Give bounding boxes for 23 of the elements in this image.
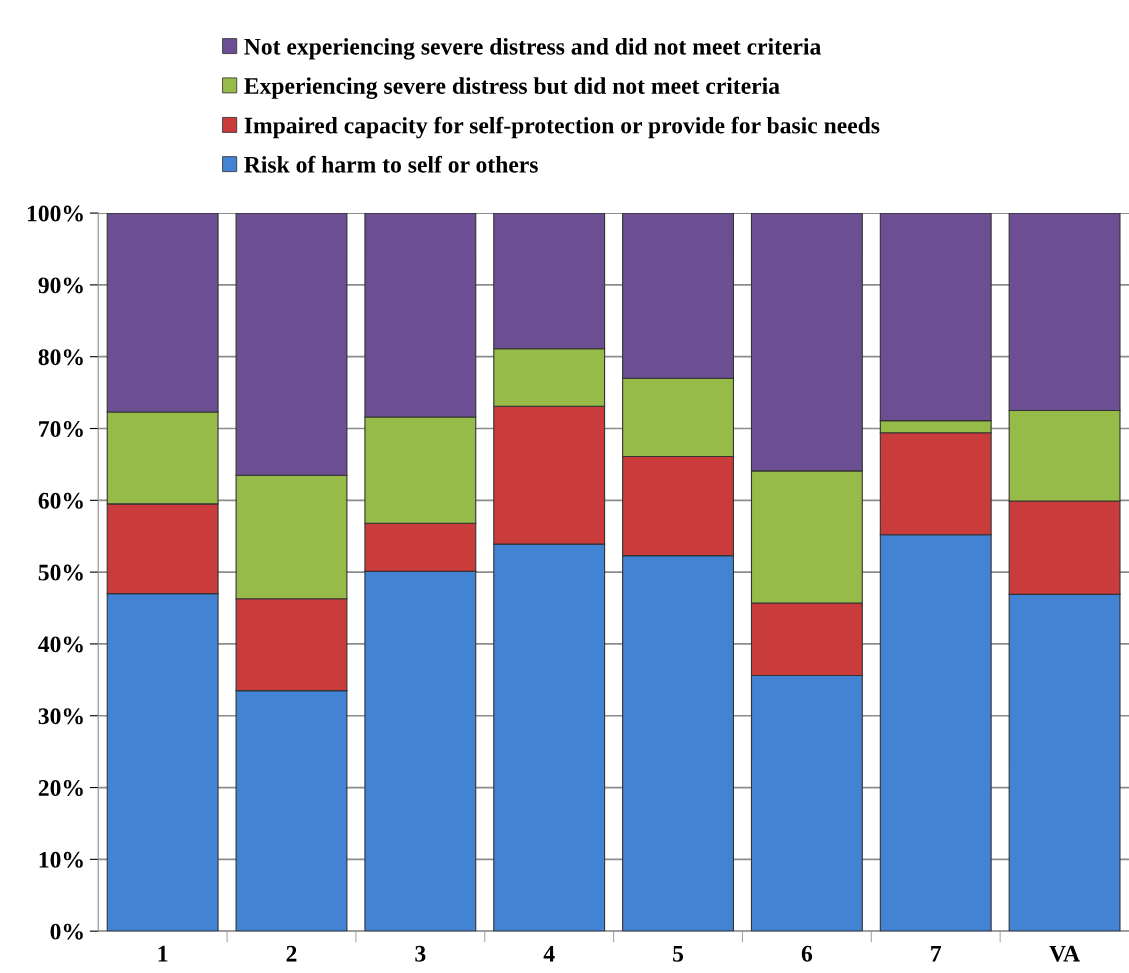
y-tick-label: 10% (39, 851, 83, 868)
y-tick-label: 60% (38, 492, 83, 509)
x-tick-label: 4 (543, 945, 555, 962)
x-tick-label: 7 (931, 945, 942, 962)
x-tick-label: 1 (158, 945, 168, 962)
x-tick-label: 3 (415, 945, 426, 962)
y-tick-label: 100% (27, 205, 83, 222)
x-tick-label: VA (1049, 945, 1080, 962)
y-tick-label: 20% (38, 780, 83, 797)
x-tick-label: 6 (801, 945, 813, 962)
y-tick-label: 70% (39, 421, 83, 438)
y-tick-label: 0% (50, 923, 83, 940)
y-tick-label: 80% (38, 349, 83, 366)
x-tick-label: 2 (286, 945, 297, 962)
y-tick-label: 40% (38, 636, 83, 653)
legend-label: Not experiencing severe distress and did not meet criteria (244, 38, 821, 60)
y-tick-label: 50% (38, 564, 83, 581)
legend-label: Experiencing severe distress but did not meet criteria (244, 77, 780, 99)
x-tick-label: 5 (673, 945, 684, 962)
y-tick-label: 30% (38, 708, 83, 725)
y-tick-label: 90% (38, 277, 83, 294)
legend-label: Impaired capacity for self-protection or provide for basic needs (244, 116, 880, 139)
legend-label: Risk of harm to self or others (244, 155, 538, 173)
